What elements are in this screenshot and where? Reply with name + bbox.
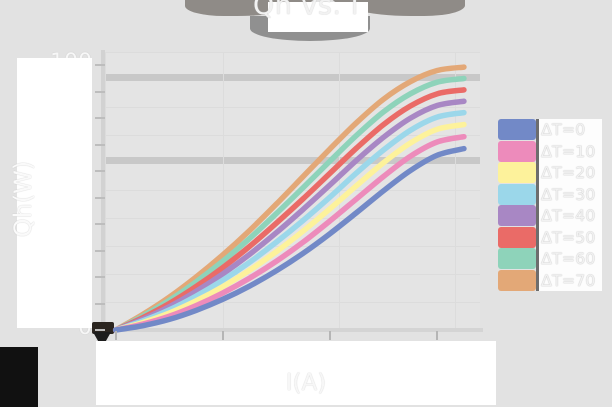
legend-item-label: ΔT=10 — [541, 141, 596, 161]
legend-swatch — [498, 183, 536, 205]
y-tick-mark — [95, 302, 105, 305]
y-tick-mark — [95, 143, 105, 146]
corner-artifact — [0, 347, 38, 407]
title-highlight-strip — [268, 2, 368, 32]
legend-item[interactable]: ΔT=10 — [498, 140, 602, 162]
gridline-70 — [105, 135, 480, 136]
legend-swatch — [498, 119, 536, 141]
origin-marker — [92, 322, 114, 334]
legend-item-label: ΔT=20 — [541, 163, 596, 182]
legend-swatch — [498, 269, 536, 291]
y-tick-mark — [95, 223, 105, 226]
series-line-T70 — [112, 64, 467, 333]
legend-item[interactable]: ΔT=0 — [498, 119, 602, 141]
series-line-T50 — [112, 87, 467, 333]
gridline-10 — [105, 302, 480, 303]
series-line-T10 — [112, 133, 467, 333]
legend-item-label: ΔT=40 — [541, 206, 596, 225]
legend-swatch — [498, 248, 536, 270]
x-axis-line — [103, 328, 483, 332]
legend-label-backing — [539, 226, 602, 248]
legend-item-label: ΔT=0 — [541, 120, 586, 139]
series-line-T60 — [112, 75, 467, 333]
x-tick-mark — [436, 331, 439, 340]
series-line-T30 — [112, 109, 467, 333]
legend-swatch — [498, 140, 536, 162]
x-tick-mark — [221, 331, 224, 340]
vgridline-0 — [105, 52, 106, 330]
legend-swatch — [498, 226, 536, 248]
vgridline-6 — [455, 52, 456, 330]
series-line-T0 — [112, 145, 467, 333]
series-line-T40 — [112, 98, 467, 333]
y-tick-mark — [95, 196, 105, 199]
legend-item[interactable]: ΔT=70 — [498, 269, 602, 291]
y-tick-mark — [95, 276, 105, 279]
x-tick-mark — [114, 331, 117, 340]
legend-label-backing — [539, 205, 602, 227]
y-tick-mark — [95, 64, 105, 67]
legend-label-backing — [539, 269, 602, 291]
legend-item[interactable]: ΔT=60 — [498, 248, 602, 270]
x-tick-mark — [329, 331, 331, 340]
y-axis-line — [101, 50, 105, 332]
page-title: Qh vs. I — [252, 0, 360, 21]
legend-label-backing — [539, 119, 602, 141]
x-label-backing — [96, 341, 496, 405]
legend-item-label: ΔT=60 — [541, 249, 596, 268]
legend-item-label: ΔT=50 — [541, 227, 596, 247]
legend-label-backing — [539, 248, 602, 270]
legend: ΔT=0 ΔT=10 ΔT=20 ΔT=30 ΔT=40 ΔT=50 ΔT=60 ΔT=70 — [498, 119, 602, 291]
y-tick-mark — [95, 170, 105, 173]
legend-label-backing — [539, 162, 602, 184]
gridline-90 — [105, 74, 480, 81]
legend-item[interactable]: ΔT=30 — [498, 183, 602, 205]
gridline-100 — [105, 52, 480, 53]
legend-swatch — [498, 205, 536, 227]
y-axis-title: Qh(W) — [9, 160, 37, 238]
y-tick-mark — [95, 249, 105, 252]
legend-item-label: ΔT=70 — [541, 270, 596, 290]
y-tick-mark — [95, 329, 105, 331]
vgridline-2 — [223, 52, 224, 330]
legend-item[interactable]: ΔT=40 — [498, 205, 602, 227]
legend-item-label: ΔT=30 — [541, 184, 596, 204]
gridline-30 — [105, 246, 480, 247]
y-tick-mark — [95, 90, 105, 93]
gridline-60 — [105, 157, 480, 164]
legend-item[interactable]: ΔT=50 — [498, 226, 602, 248]
series-line-T20 — [112, 121, 467, 333]
y-label-backing — [17, 58, 92, 328]
legend-label-backing — [539, 140, 602, 162]
y-tick-mark — [95, 117, 105, 120]
x-axis-title: I(A) — [285, 370, 327, 396]
legend-label-backing — [539, 183, 602, 205]
legend-item[interactable]: ΔT=20 — [498, 162, 602, 184]
gridline-20 — [105, 274, 480, 275]
gridline-80 — [105, 107, 480, 108]
legend-swatch — [498, 162, 536, 184]
